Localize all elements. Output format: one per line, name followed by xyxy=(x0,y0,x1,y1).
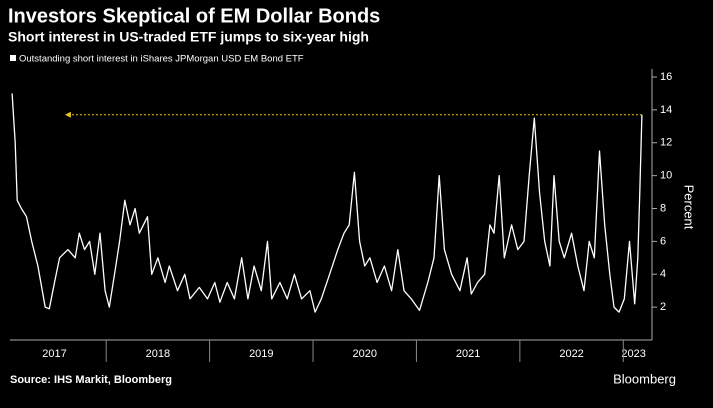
y-tick-label: 6 xyxy=(660,235,666,247)
y-axis-label: Percent xyxy=(682,185,697,230)
x-tick-label: 2019 xyxy=(249,348,273,360)
y-tick-label: 14 xyxy=(660,104,672,116)
y-tick-label: 8 xyxy=(660,202,666,214)
x-tick-label: 2018 xyxy=(146,348,170,360)
x-tick-label: 2021 xyxy=(456,348,480,360)
y-tick-label: 16 xyxy=(660,71,672,83)
y-tick-label: 4 xyxy=(660,268,666,280)
reference-arrowhead xyxy=(64,111,71,118)
y-tick-label: 10 xyxy=(660,170,672,182)
chart-title: Investors Skeptical of EM Dollar Bonds xyxy=(8,5,380,27)
x-tick-label: 2022 xyxy=(559,348,583,360)
x-tick-label: 2020 xyxy=(352,348,376,360)
x-tick-label: 2023 xyxy=(621,348,645,360)
brand: Bloomberg xyxy=(613,371,676,386)
legend-label: Outstanding short interest in iShares JP… xyxy=(19,54,304,65)
y-tick-label: 2 xyxy=(660,301,666,313)
x-tick-label: 2017 xyxy=(42,348,66,360)
data-line xyxy=(11,93,643,313)
legend-swatch xyxy=(10,55,16,61)
y-tick-label: 12 xyxy=(660,137,672,149)
chart-subtitle: Short interest in US-traded ETF jumps to… xyxy=(8,29,369,45)
source: Source: IHS Markit, Bloomberg xyxy=(10,374,172,386)
